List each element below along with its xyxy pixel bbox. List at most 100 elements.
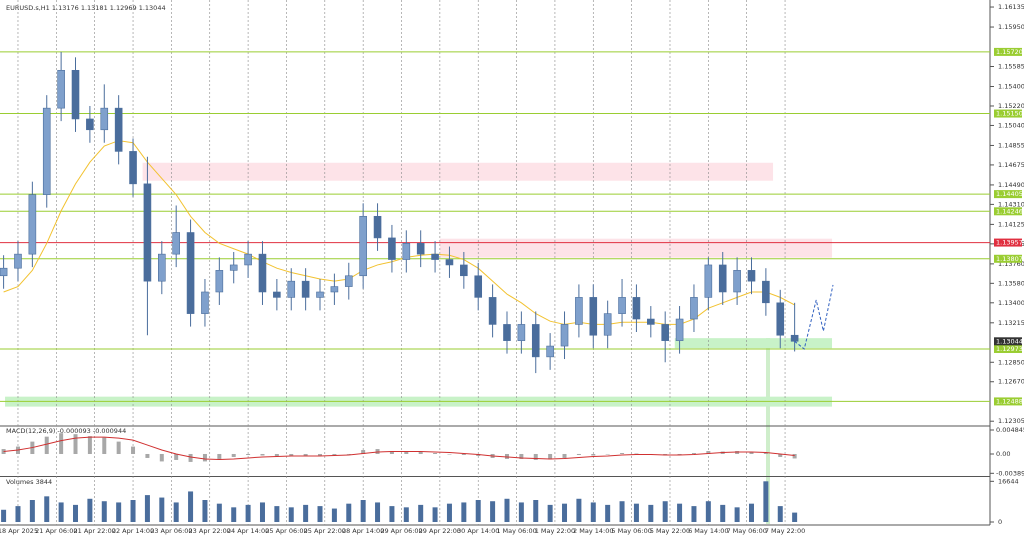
y-tick-label: 0.004845 — [996, 426, 1024, 434]
candle-body — [488, 297, 497, 325]
volume-bar — [590, 502, 596, 522]
y-tick-label: 1.13400 — [998, 299, 1024, 307]
level-tag — [994, 109, 1022, 118]
macd-bar — [433, 453, 438, 454]
x-tick-label: 28 Apr 14:00 — [342, 527, 384, 535]
volume-bar — [389, 506, 395, 522]
time-highlight — [766, 338, 770, 524]
x-tick-label: 21 Apr 22:00 — [73, 527, 115, 535]
macd-bar — [404, 451, 409, 454]
candle-body — [215, 270, 224, 293]
macd-bar — [303, 453, 308, 456]
volume-bar — [29, 500, 35, 522]
y-tick-label: 0.00 — [996, 450, 1010, 458]
candle-body — [675, 318, 684, 341]
macd-bar — [246, 453, 251, 455]
candle-body — [229, 264, 238, 271]
y-tick-label: 1.14855 — [998, 141, 1024, 149]
y-tick-label: 1.15585 — [998, 63, 1024, 71]
macd-bar — [706, 451, 711, 454]
x-tick-label: 7 May 22:00 — [765, 527, 805, 535]
volume-bar — [403, 507, 409, 522]
x-tick-label: 5 May 06:00 — [611, 527, 651, 535]
x-tick-label: 29 Apr 22:00 — [419, 527, 461, 535]
candle-body — [86, 118, 94, 131]
candle-body — [287, 280, 296, 298]
volume-bar — [159, 497, 165, 522]
macd-bar — [131, 446, 136, 454]
macd-bar — [620, 453, 625, 454]
macd-bar — [102, 437, 107, 454]
y-tick-label: 0 — [998, 518, 1002, 526]
volume-bar — [705, 501, 711, 522]
candle-body — [618, 297, 626, 314]
candle-body — [402, 243, 411, 260]
level-label: 1.12973 — [996, 345, 1023, 353]
volume-bar — [734, 507, 740, 522]
volume-bar — [44, 496, 50, 522]
macd-bar — [562, 453, 567, 458]
volume-bar — [303, 504, 309, 522]
level-tag — [994, 190, 1022, 199]
forecast-line — [794, 284, 834, 350]
macd-bar — [548, 453, 553, 460]
volume-bar — [633, 503, 639, 522]
macd-bar — [332, 453, 337, 455]
volume-bar — [58, 502, 64, 522]
macd-bar — [260, 453, 265, 456]
macd-bar — [145, 453, 150, 458]
volume-bar — [101, 501, 107, 522]
x-tick-label: 30 Apr 14:00 — [457, 527, 499, 535]
volume-bar — [720, 504, 726, 522]
candle-body — [201, 291, 209, 314]
macd-bar — [763, 453, 768, 454]
x-tick-label: 29 Apr 06:00 — [380, 527, 422, 535]
volume-bar — [619, 501, 625, 522]
x-tick-label: 7 May 06:00 — [726, 527, 766, 535]
macd-bar — [461, 453, 466, 455]
volume-bar — [188, 491, 194, 522]
level-tag — [994, 238, 1022, 247]
volume-bar — [432, 507, 438, 522]
macd-bar — [361, 450, 366, 454]
y-tick-label: 1.13215 — [998, 319, 1024, 327]
candle-body — [431, 253, 439, 260]
level-label: 1.15720 — [996, 48, 1023, 56]
macd-bar — [174, 453, 179, 460]
level-label: 1.14246 — [996, 207, 1023, 215]
candle-body — [690, 297, 698, 320]
volume-bar — [748, 503, 754, 522]
y-tick-label: 1.13760 — [998, 260, 1024, 268]
macd-bar — [389, 451, 394, 454]
macd-bar — [778, 453, 783, 457]
volume-bar — [418, 504, 424, 522]
volume-bar — [446, 503, 452, 522]
volume-bar — [763, 481, 769, 522]
macd-bar — [605, 453, 610, 455]
candle-body — [388, 237, 396, 260]
candle-body — [575, 297, 583, 325]
macd-bar — [576, 453, 581, 455]
level-label: 1.12488 — [996, 397, 1023, 405]
candle-body — [474, 275, 483, 298]
candle-body — [503, 324, 511, 341]
candle-body — [344, 275, 353, 287]
volume-bar — [73, 504, 79, 522]
candle-body — [273, 291, 281, 298]
y-tick-label: -0.003899 — [996, 469, 1024, 477]
volume-bar — [605, 504, 611, 522]
candle-body — [359, 215, 367, 277]
x-tick-label: 25 Apr 22:00 — [304, 527, 346, 535]
volume-bar — [576, 498, 582, 522]
current-price-tag — [994, 337, 1022, 346]
volume-bar — [1, 509, 7, 522]
macd-bar — [318, 453, 323, 456]
candle-body — [718, 264, 727, 293]
y-tick-label: 1.12850 — [998, 358, 1024, 366]
x-tick-label: 5 May 22:00 — [650, 527, 690, 535]
macd-bar — [274, 453, 279, 456]
level-label: 1.15150 — [996, 110, 1023, 118]
macd-bar — [73, 434, 78, 454]
volume-bar — [15, 506, 21, 522]
